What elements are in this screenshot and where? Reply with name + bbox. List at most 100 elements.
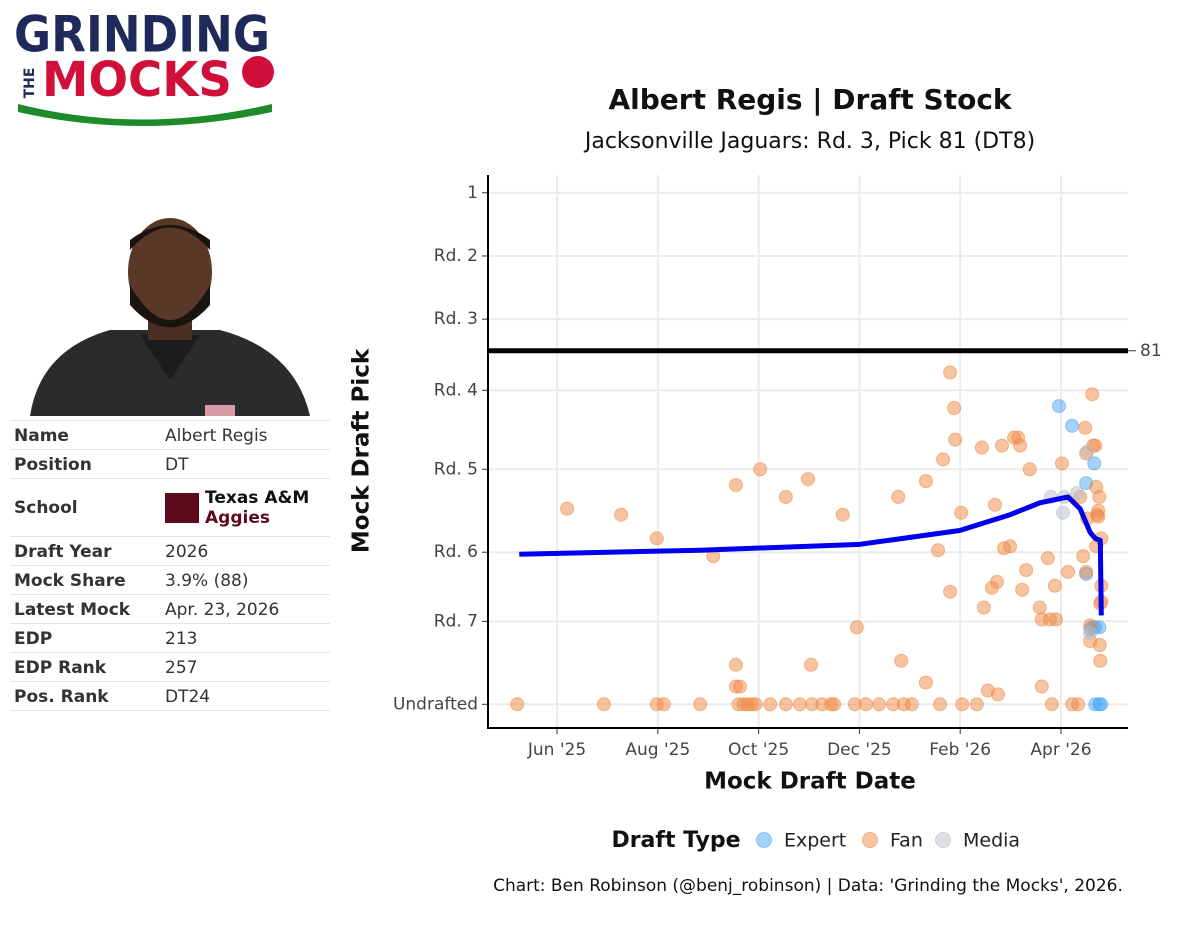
school-line: Aggies <box>205 508 270 528</box>
data-point <box>1085 387 1100 402</box>
data-point <box>1087 456 1102 471</box>
data-point <box>827 697 842 712</box>
row-value: 257 <box>165 657 198 678</box>
profile-row: School Texas A&M Aggies <box>10 478 330 537</box>
row-value: Albert Regis <box>165 425 268 446</box>
player-photo <box>30 218 310 416</box>
data-point <box>954 505 969 520</box>
legend-swatch <box>862 832 878 848</box>
data-point <box>1094 697 1109 712</box>
row-value-box: Albert Regis <box>165 426 268 446</box>
data-point <box>872 697 887 712</box>
data-point <box>1093 653 1108 668</box>
caption: Chart: Ben Robinson (@benj_robinson) | D… <box>493 876 1123 896</box>
chart-subtitle: Jacksonville Jaguars: Rd. 3, Pick 81 (DT… <box>583 129 1035 154</box>
legend-label: Media <box>963 830 1020 852</box>
data-point <box>858 697 873 712</box>
row-value: DT24 <box>165 686 211 707</box>
brand-line3: MOCKS <box>42 52 232 108</box>
legend-title: Draft Type <box>611 828 740 853</box>
y-axis-title: Mock Draft Pick <box>349 348 375 553</box>
row-value-box: 2026 <box>165 542 208 562</box>
row-label: Draft Year <box>14 541 112 562</box>
profile-row: Mock Share 3.9% (88) <box>10 565 330 595</box>
data-point <box>1065 418 1080 433</box>
data-point <box>849 620 864 635</box>
data-point <box>560 501 575 516</box>
data-point <box>1070 485 1085 500</box>
x-axis-title: Mock Draft Date <box>704 769 916 795</box>
data-point <box>732 679 747 694</box>
x-tick-label: Aug '25 <box>625 740 690 760</box>
data-point <box>801 472 815 487</box>
data-point <box>904 697 919 712</box>
data-point <box>1048 612 1063 627</box>
row-label: School <box>14 498 78 518</box>
data-point <box>1047 578 1062 593</box>
data-point <box>753 462 768 477</box>
legend-label: Fan <box>890 830 923 852</box>
data-point <box>969 697 984 712</box>
data-point <box>1092 489 1107 504</box>
x-tick-label: Jun '25 <box>527 740 586 760</box>
row-value: 213 <box>165 628 198 649</box>
data-point <box>933 697 948 712</box>
data-point <box>943 584 958 599</box>
profile-row: Draft Year 2026 <box>10 536 330 566</box>
data-point <box>1092 638 1107 653</box>
data-point <box>728 478 743 493</box>
chart-title: Albert Regis | Draft Stock <box>608 83 1012 116</box>
data-point <box>1019 563 1034 577</box>
data-point <box>1034 679 1049 694</box>
data-point <box>1013 438 1028 453</box>
data-point <box>1079 564 1094 579</box>
profile-row: Position DT <box>10 449 330 479</box>
y-tick-label: Rd. 3 <box>434 309 478 329</box>
data-point <box>763 697 778 712</box>
y-tick-label: Undrafted <box>393 694 478 714</box>
data-point <box>649 531 664 546</box>
data-point <box>510 697 525 712</box>
data-point <box>1076 549 1091 564</box>
trend-line <box>519 494 1104 616</box>
y-tick-label: Rd. 4 <box>434 380 478 400</box>
brand-field <box>18 104 272 126</box>
row-value: 2026 <box>165 541 209 562</box>
data-point <box>614 507 629 522</box>
table-bottom <box>10 710 330 711</box>
data-point <box>1044 697 1059 712</box>
y-tick-label: 1 <box>467 183 478 203</box>
row-value-box: 257 <box>165 658 197 678</box>
data-point <box>656 697 671 712</box>
row-label: EDP Rank <box>14 657 107 678</box>
brand-line1: GRINDING <box>14 6 270 64</box>
data-point <box>1054 456 1069 471</box>
x-tick-label: Feb '26 <box>929 740 991 760</box>
data-point <box>1055 505 1070 520</box>
y-tick-label: Rd. 7 <box>434 611 478 631</box>
data-point <box>918 474 933 489</box>
data-point <box>995 438 1010 453</box>
data-point <box>987 497 1002 512</box>
profile-row: EDP 213 <box>10 623 330 653</box>
legend-swatch <box>756 832 772 848</box>
reference-label: 81 <box>1140 341 1162 361</box>
profile-row: Pos. Rank DT24 <box>10 681 330 711</box>
data-point <box>943 365 958 380</box>
data-point <box>792 697 807 712</box>
data-point <box>1015 582 1030 597</box>
data-point <box>693 697 708 712</box>
profile-row: Name Albert Regis <box>10 420 330 450</box>
data-point <box>894 653 909 668</box>
data-point <box>936 452 951 467</box>
data-point <box>989 574 1004 589</box>
row-value-box: 213 <box>165 629 197 649</box>
data-point <box>891 489 906 504</box>
profile-row: EDP Rank 257 <box>10 652 330 682</box>
y-tick-label: Rd. 5 <box>434 459 478 479</box>
row-label: Latest Mock <box>14 599 131 620</box>
data-point <box>728 657 743 672</box>
data-point <box>1040 551 1055 566</box>
brand-icon <box>242 56 274 88</box>
data-point <box>835 507 850 522</box>
